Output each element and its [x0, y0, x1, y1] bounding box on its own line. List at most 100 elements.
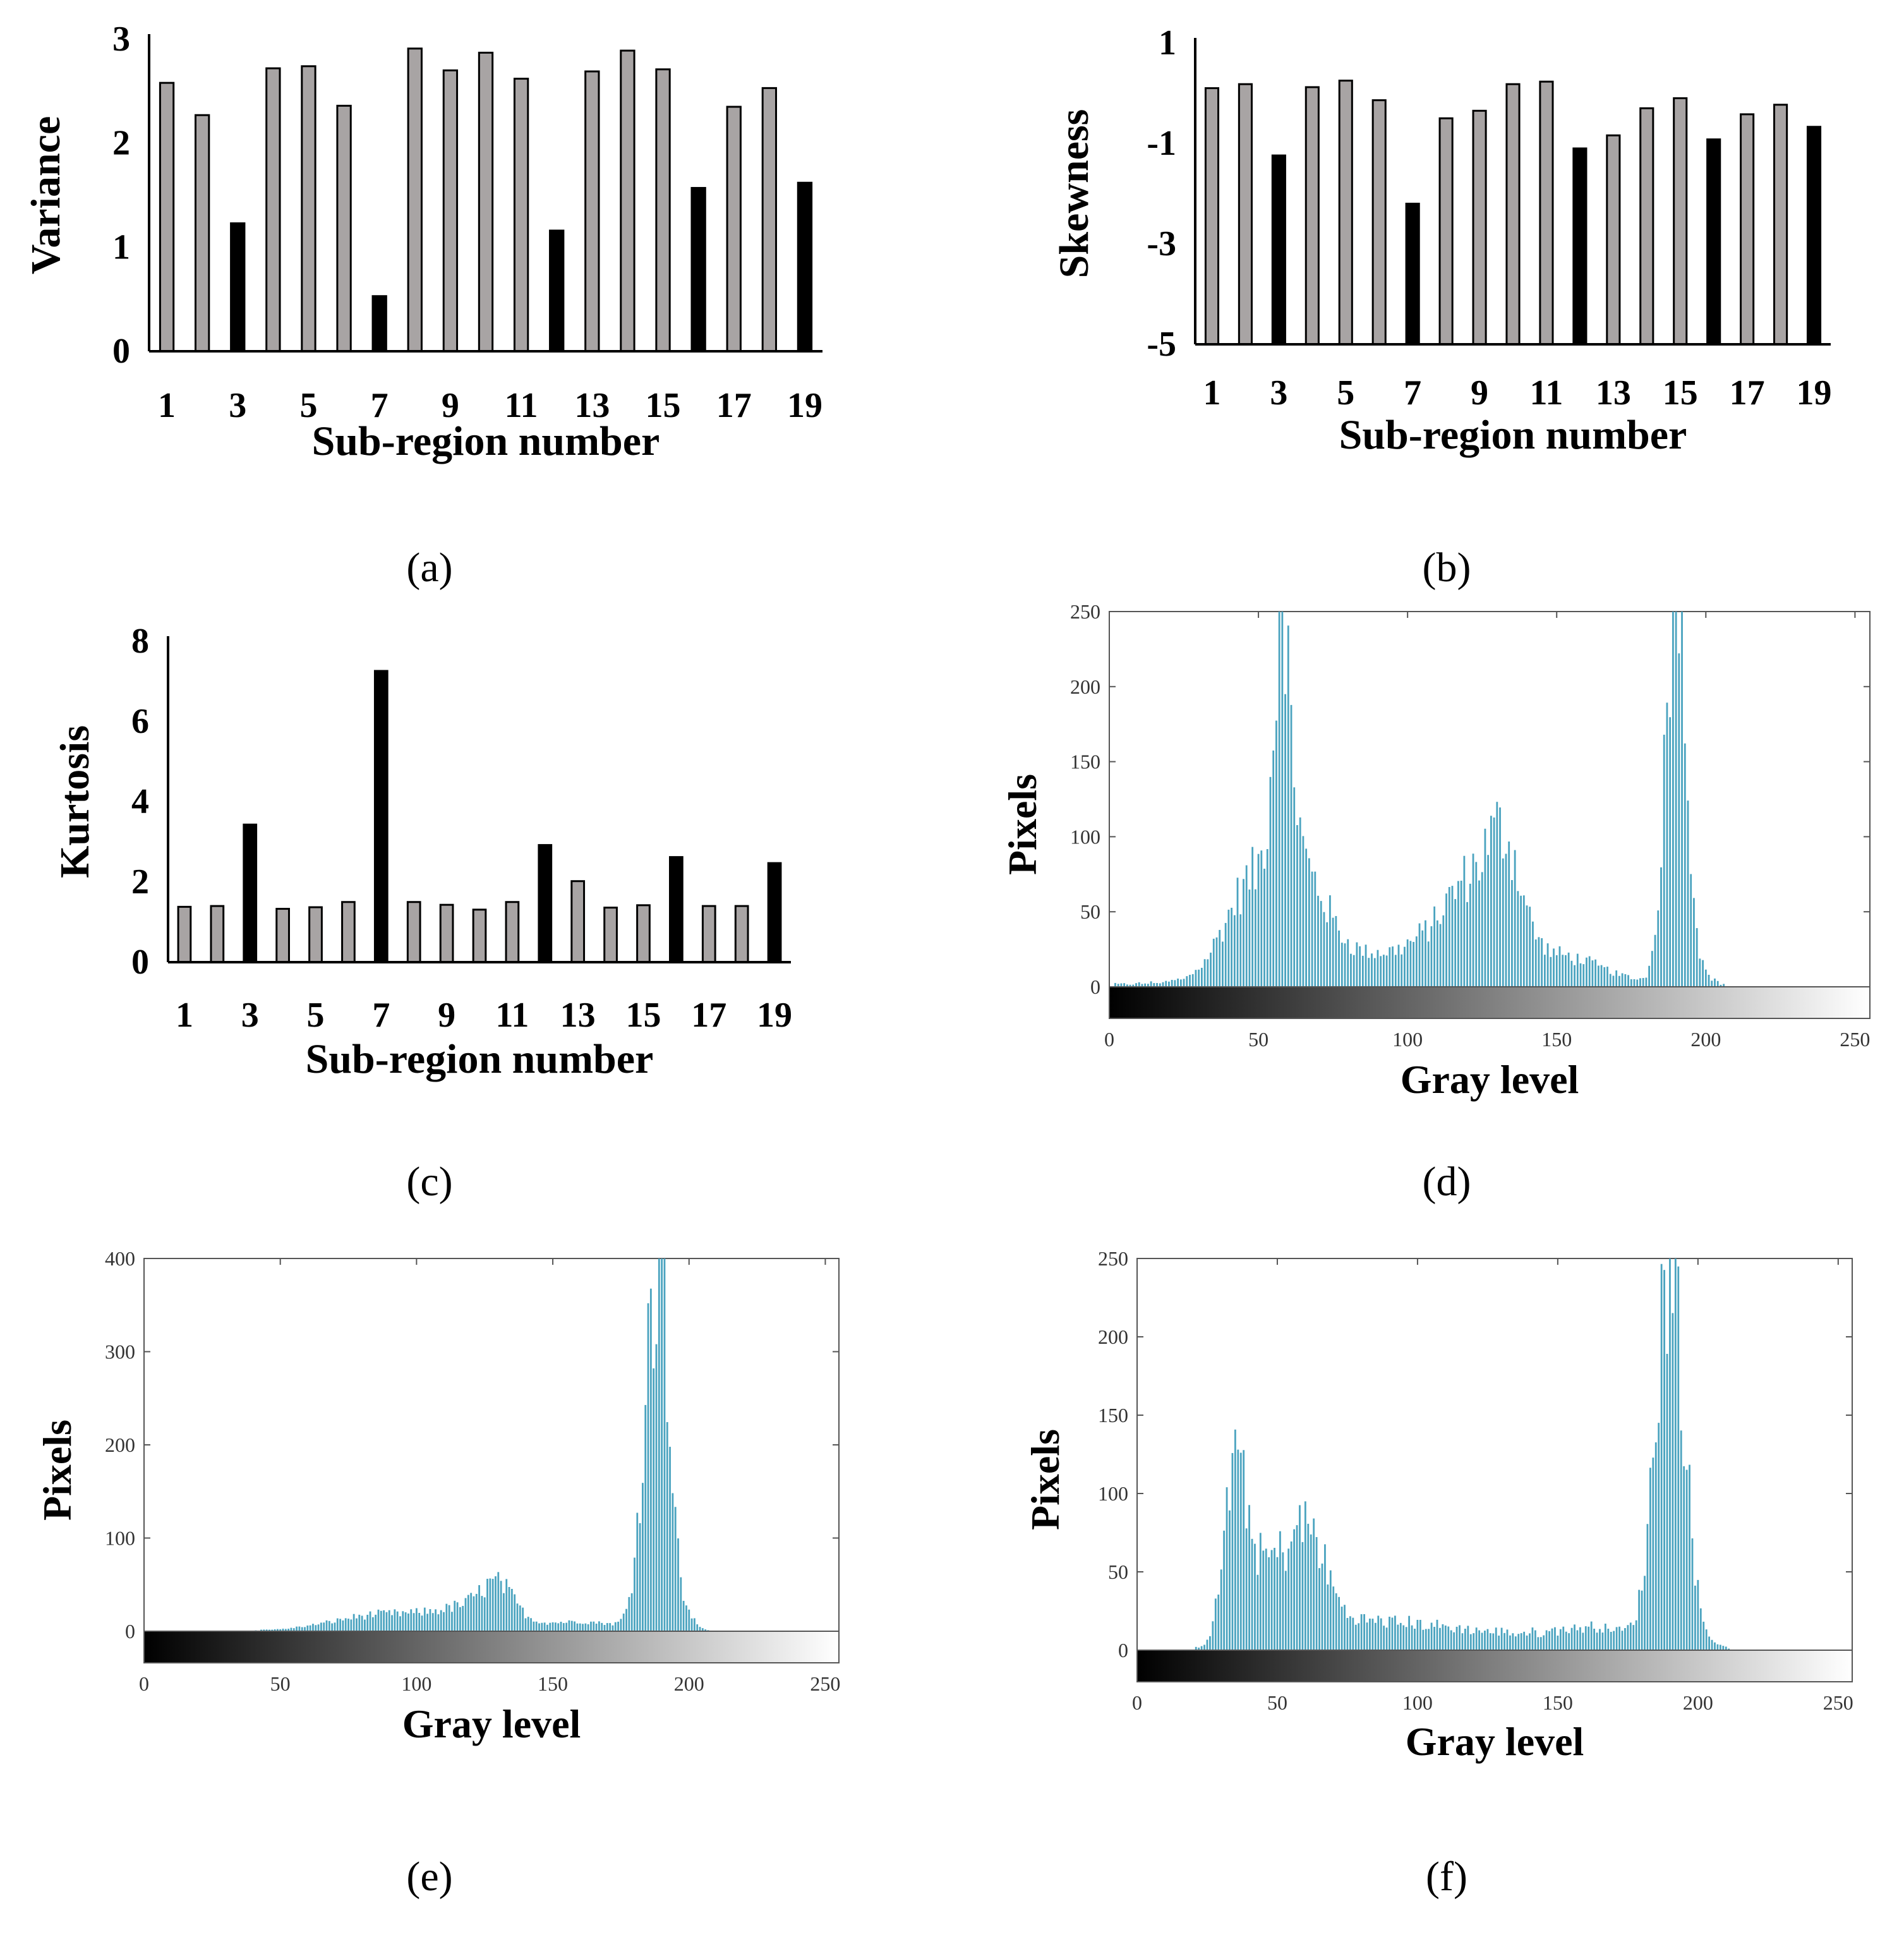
x-axis-title: Sub-region number — [1339, 412, 1687, 458]
x-tick-label: 7 — [1404, 373, 1421, 413]
caption: (f) — [1426, 1854, 1467, 1900]
x-tick-label: 5 — [299, 386, 317, 425]
histogram-bar — [1389, 1617, 1390, 1650]
bar-10 — [1505, 83, 1521, 346]
histogram-bar — [410, 1609, 413, 1631]
y-tick-label: 2 — [112, 124, 130, 163]
histogram-bar — [527, 1617, 529, 1631]
bar-13 — [584, 70, 600, 353]
histogram-bar — [1318, 1568, 1320, 1650]
histogram-bar — [584, 1623, 587, 1631]
histogram-bar — [1120, 983, 1123, 987]
histogram-bar — [1296, 825, 1298, 987]
histogram-bar — [598, 1621, 600, 1631]
histogram-bar — [1245, 1528, 1248, 1650]
plot-frame — [1109, 611, 1871, 987]
histogram-bar — [1478, 880, 1480, 987]
histogram-bar — [1565, 1631, 1567, 1650]
histogram-bar — [1621, 1631, 1624, 1650]
histogram-bar — [1539, 1637, 1542, 1650]
histogram-bar — [1409, 941, 1412, 987]
bar-16 — [669, 856, 684, 963]
histogram-bar — [1699, 1608, 1702, 1650]
histogram-bar — [1704, 969, 1707, 987]
histogram-bar — [1509, 1635, 1511, 1650]
bar-18 — [761, 87, 778, 353]
histogram-bar — [1498, 1635, 1500, 1650]
histogram-bar — [617, 1621, 619, 1631]
bar-5 — [1338, 80, 1353, 346]
histogram-bar — [516, 1603, 519, 1631]
histogram-bar — [1436, 1619, 1438, 1650]
x-tick-label: 1 — [176, 996, 193, 1035]
x-tick-label: 50 — [1267, 1691, 1287, 1714]
histogram-bar — [1579, 963, 1582, 987]
y-tick-label: 8 — [131, 622, 149, 661]
histogram-bar — [1672, 1313, 1674, 1650]
histogram-bar — [1229, 1510, 1231, 1650]
histogram-bar — [1503, 1632, 1505, 1650]
histogram-bar — [1719, 1644, 1721, 1650]
histogram-bar — [1654, 934, 1656, 987]
histogram-bar — [1475, 862, 1478, 987]
histogram-bar — [1669, 717, 1672, 987]
histogram-bar — [1590, 1621, 1593, 1650]
x-tick-label: 13 — [560, 996, 596, 1035]
histogram-bar — [1728, 1648, 1730, 1650]
x-tick-label: 0 — [139, 1672, 149, 1695]
histogram-bar — [1554, 1627, 1556, 1650]
histogram-bar — [339, 1619, 341, 1631]
x-tick-label: 100 — [1392, 1028, 1423, 1051]
histogram-bar — [1380, 1618, 1382, 1650]
histogram-bar — [1365, 944, 1367, 987]
y-tick-label: 200 — [1098, 1325, 1128, 1348]
histogram-bar — [1473, 1633, 1475, 1650]
histogram-bar — [1635, 1620, 1637, 1650]
histogram-bar — [1672, 612, 1674, 987]
x-tick-label: 11 — [1529, 373, 1563, 413]
histogram-bar — [1520, 895, 1522, 987]
histogram-bar — [1514, 850, 1516, 987]
histogram-bar — [1138, 982, 1140, 987]
x-tick-label: 1 — [1203, 373, 1220, 413]
histogram-bar — [1606, 967, 1608, 987]
histogram-bar — [464, 1598, 467, 1631]
histogram-bar — [429, 1609, 431, 1631]
bar-16 — [690, 186, 706, 353]
histogram-bar — [1490, 816, 1492, 987]
histogram-bar — [1323, 912, 1325, 987]
histogram-bar — [1377, 1615, 1380, 1650]
histogram-bar — [1522, 895, 1525, 987]
y-tick-label: 100 — [1070, 825, 1100, 848]
histogram-bar — [423, 1607, 426, 1631]
y-axis-title: Skewness — [1051, 109, 1097, 279]
histogram-bar — [693, 1618, 696, 1631]
histogram-bar — [1702, 960, 1704, 987]
histogram-bar — [443, 1612, 445, 1631]
histogram-bar — [454, 1600, 456, 1631]
bar-13 — [1606, 134, 1621, 346]
histogram-bar — [1227, 909, 1230, 987]
histogram-bar — [1290, 704, 1292, 987]
histogram-bar — [263, 1629, 265, 1631]
histogram-bar — [1484, 1631, 1486, 1650]
histogram-bar — [1203, 959, 1206, 987]
histogram-bar — [1397, 1624, 1399, 1650]
histogram-bar — [672, 1493, 674, 1631]
histogram-bar — [1284, 694, 1286, 987]
histogram-bar — [1408, 1615, 1411, 1650]
histogram-bar — [1427, 941, 1430, 987]
histogram-bar — [1352, 1617, 1354, 1650]
x-tick-label: 19 — [1797, 373, 1832, 413]
histogram-bar — [298, 1626, 301, 1631]
histogram-bar — [541, 1622, 543, 1631]
histogram-bar — [1472, 854, 1474, 987]
histogram-bar — [1610, 1631, 1612, 1650]
histogram-bar — [1546, 943, 1549, 987]
histogram-bar — [1114, 982, 1116, 987]
histogram-bar — [1681, 612, 1683, 987]
y-axis-title: Kurtosis — [52, 725, 98, 878]
histogram-bar — [1394, 1615, 1396, 1650]
histogram-bar — [1621, 973, 1624, 987]
